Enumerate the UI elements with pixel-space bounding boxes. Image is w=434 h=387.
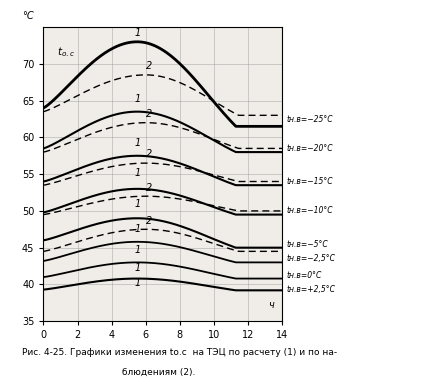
Text: 2: 2 [146, 183, 152, 192]
Text: Рис. 4-25. Графики изменения tо.с  на ТЭЦ по расчету (1) и по на-: Рис. 4-25. Графики изменения tо.с на ТЭЦ… [22, 348, 337, 357]
Text: 1: 1 [134, 28, 140, 38]
Text: tн.в=−20°C: tн.в=−20°C [286, 144, 333, 153]
Text: tн.в=−25°C: tн.в=−25°C [286, 115, 333, 123]
Text: tн.в=−2,5°C: tн.в=−2,5°C [286, 254, 335, 263]
Text: 1: 1 [134, 168, 140, 178]
Text: блюдениям (2).: блюдениям (2). [122, 368, 195, 377]
Text: 1: 1 [134, 245, 140, 255]
Text: tн.в=−15°C: tн.в=−15°C [286, 177, 333, 186]
Text: °С: °С [23, 11, 34, 21]
Text: 2: 2 [146, 149, 152, 159]
Text: 1: 1 [134, 224, 140, 235]
Text: 1: 1 [134, 199, 140, 209]
Text: tн.в=−5°C: tн.в=−5°C [286, 240, 328, 248]
Text: ч: ч [268, 300, 273, 310]
Text: tн.в=+2,5°C: tн.в=+2,5°C [286, 285, 335, 294]
Text: 2: 2 [146, 109, 152, 119]
Text: 2: 2 [146, 216, 152, 226]
Text: 2: 2 [146, 61, 152, 71]
Text: 1: 1 [134, 278, 140, 288]
Text: tн.в=−10°C: tн.в=−10°C [286, 206, 333, 216]
Text: 1: 1 [134, 264, 140, 273]
Text: 1: 1 [134, 139, 140, 148]
Text: $t_{о.с}$: $t_{о.с}$ [57, 45, 75, 59]
Text: 1: 1 [134, 94, 140, 104]
Text: tн.в=0°C: tн.в=0°C [286, 271, 322, 280]
